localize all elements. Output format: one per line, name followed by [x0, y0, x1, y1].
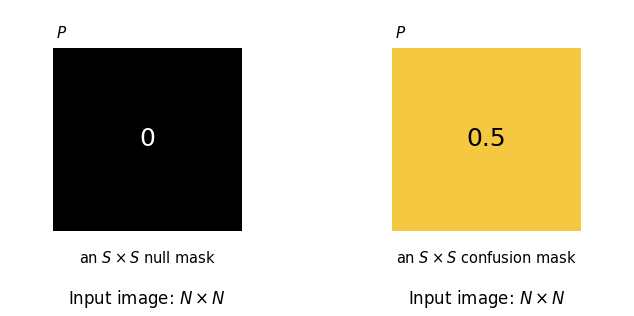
Text: an $S \times S$ null mask: an $S \times S$ null mask [79, 250, 216, 266]
Text: $P$: $P$ [56, 25, 67, 41]
Bar [392, 48, 581, 231]
Text: Input image: $N \times N$: Input image: $N \times N$ [408, 288, 566, 310]
Text: Input image: $N \times N$: Input image: $N \times N$ [68, 288, 226, 310]
Text: $P$: $P$ [395, 25, 406, 41]
Text: 0: 0 [139, 127, 155, 151]
Bar [53, 48, 242, 231]
Text: an $S \times S$ confusion mask: an $S \times S$ confusion mask [396, 250, 577, 266]
Text: 0.5: 0.5 [467, 127, 507, 151]
